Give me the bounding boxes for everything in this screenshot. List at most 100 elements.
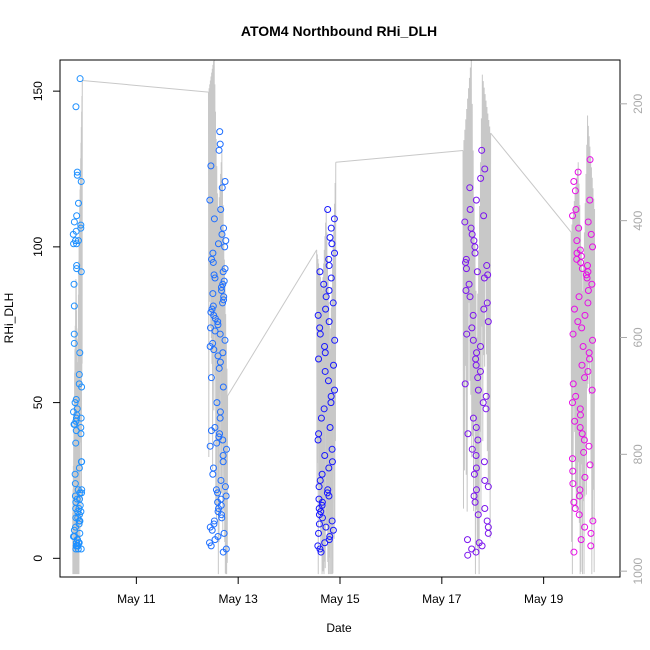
rhi-point bbox=[589, 336, 597, 344]
rhi-point bbox=[569, 380, 577, 388]
y2-tick-label: 1000 bbox=[631, 557, 645, 584]
rhi-point bbox=[570, 177, 578, 185]
rhi-point bbox=[69, 230, 77, 238]
rhi-point bbox=[576, 424, 584, 432]
rhi-point bbox=[463, 536, 471, 544]
rhi-point bbox=[580, 436, 588, 444]
rhi-point bbox=[209, 470, 217, 478]
rhi-point bbox=[216, 430, 224, 438]
rhi-point bbox=[76, 489, 84, 497]
rhi-point bbox=[318, 498, 326, 506]
rhi-point bbox=[325, 536, 333, 544]
rhi-point bbox=[481, 504, 489, 512]
pressure-trace-flight-1 bbox=[72, 80, 83, 575]
rhi-point bbox=[588, 386, 596, 394]
rhi-point bbox=[217, 283, 225, 291]
rhi-point bbox=[480, 274, 488, 282]
rhi-point bbox=[474, 436, 482, 444]
rhi-point bbox=[71, 420, 79, 428]
x-axis-label: Date bbox=[326, 621, 352, 635]
rhi-point bbox=[75, 464, 83, 472]
rhi-point bbox=[77, 458, 85, 466]
x-tick-label: May 19 bbox=[524, 592, 564, 606]
rhi-point bbox=[587, 529, 595, 537]
rhi-point bbox=[325, 464, 333, 472]
rhi-point bbox=[480, 458, 488, 466]
rhi-point bbox=[584, 286, 592, 294]
rhi-point bbox=[327, 274, 335, 282]
right-pressure-axis: 200 400 600 800 1000 bbox=[620, 93, 645, 585]
rhi-point bbox=[586, 461, 594, 469]
rhi-point bbox=[72, 439, 80, 447]
rhi-point bbox=[219, 349, 227, 357]
rhi-point bbox=[219, 383, 227, 391]
rhi-point bbox=[206, 196, 214, 204]
rhi-point bbox=[483, 517, 491, 525]
rhi-point bbox=[317, 508, 325, 516]
rhi-point bbox=[217, 511, 225, 519]
rhi-point bbox=[569, 330, 577, 338]
rhi-point bbox=[584, 299, 592, 307]
y-tick-label: 100 bbox=[31, 237, 45, 257]
rhi-point bbox=[73, 262, 81, 270]
rhi-point bbox=[571, 504, 579, 512]
rhi-point bbox=[472, 361, 480, 369]
rhi-point bbox=[481, 476, 489, 484]
rhi-point bbox=[575, 293, 583, 301]
y-axis-label: RHi_DLH bbox=[2, 293, 16, 344]
rhi-point bbox=[581, 374, 589, 382]
rhi-point bbox=[462, 255, 470, 263]
x-axis: May 11 May 13 May 15 May 17 May 19 bbox=[117, 576, 564, 606]
pressure-trace-flight-2 bbox=[207, 60, 229, 575]
rhi-point bbox=[588, 280, 596, 288]
rhi-point bbox=[209, 302, 217, 310]
rhi-point bbox=[327, 224, 335, 232]
rhi-point bbox=[221, 177, 229, 185]
rhi-point bbox=[479, 399, 487, 407]
rhi-point bbox=[569, 212, 577, 220]
rhi-point bbox=[326, 533, 334, 541]
rhi-point bbox=[463, 330, 471, 338]
rhi-point bbox=[571, 417, 579, 425]
rhi-point bbox=[315, 520, 323, 528]
rhi-point bbox=[330, 361, 338, 369]
rhi-point bbox=[216, 330, 224, 338]
rhi-point bbox=[472, 486, 480, 494]
rhi-point bbox=[218, 514, 226, 522]
rhi-point bbox=[468, 445, 476, 453]
rhi-point bbox=[71, 480, 79, 488]
rhi-point bbox=[73, 411, 81, 419]
rhi-point bbox=[72, 545, 80, 553]
y-tick-label: 50 bbox=[31, 396, 45, 410]
pressure-transit-line bbox=[335, 150, 464, 163]
rhi-point bbox=[480, 212, 488, 220]
rhi-point bbox=[569, 399, 577, 407]
rhi-point bbox=[330, 386, 338, 394]
rhi-point bbox=[315, 483, 323, 491]
pressure-transit-line bbox=[490, 132, 572, 233]
rhi-point bbox=[217, 476, 225, 484]
rhi-point bbox=[472, 452, 480, 460]
rhi-point bbox=[207, 162, 215, 170]
rhi-point bbox=[73, 168, 81, 176]
rhi-point bbox=[326, 424, 334, 432]
y2-tick-label: 400 bbox=[631, 210, 645, 230]
rhi-point bbox=[324, 377, 332, 385]
rhi-point bbox=[483, 299, 491, 307]
rhi-point bbox=[76, 517, 84, 525]
rhi-point bbox=[582, 271, 590, 279]
rhi-point bbox=[215, 504, 223, 512]
rhi-point bbox=[219, 268, 227, 276]
rhi-point bbox=[471, 498, 479, 506]
rhi-point bbox=[70, 302, 78, 310]
rhi-point bbox=[216, 414, 224, 422]
rhi-point bbox=[220, 296, 228, 304]
rhi-point bbox=[208, 526, 216, 534]
rhi-point bbox=[328, 458, 336, 466]
pressure-trace-flight-4 bbox=[462, 60, 492, 575]
rhi-point bbox=[484, 483, 492, 491]
rhi-point bbox=[325, 318, 333, 326]
rhi-point bbox=[574, 168, 582, 176]
rhi-point bbox=[221, 483, 229, 491]
